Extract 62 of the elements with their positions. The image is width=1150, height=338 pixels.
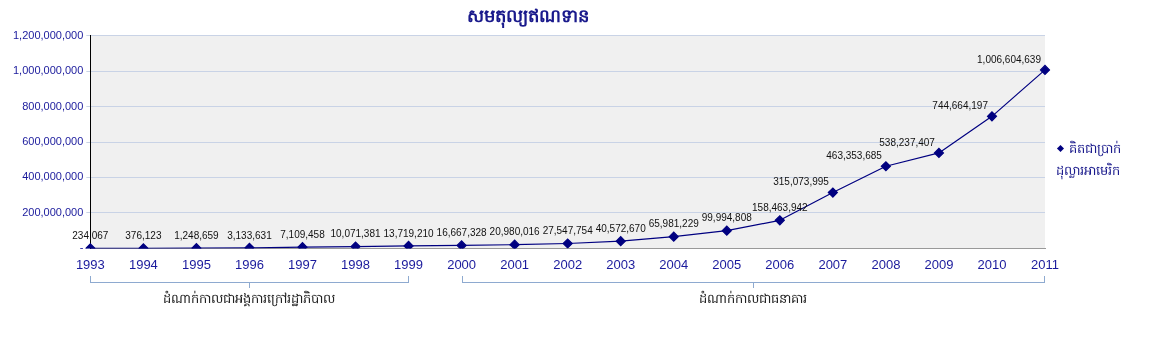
x-tick-label: 2008 bbox=[871, 256, 901, 272]
point bbox=[350, 241, 361, 249]
y-tick-label: 400,000,000 bbox=[22, 170, 84, 183]
point bbox=[456, 240, 467, 249]
text: 65,981,229 bbox=[648, 218, 699, 230]
x-tick-label: 1995 bbox=[181, 256, 211, 272]
text: 7,109,458 bbox=[280, 228, 325, 240]
y-tick-label: 1,200,000,000 bbox=[12, 28, 84, 41]
x-tick-label: 2006 bbox=[765, 256, 795, 272]
x-tick-label: 2005 bbox=[712, 256, 742, 272]
x-tick-label: 1996 bbox=[234, 256, 264, 272]
x-tick-label: 2009 bbox=[924, 256, 954, 272]
text: 538,237,407 bbox=[879, 136, 935, 148]
text: 16,667,328 bbox=[436, 227, 487, 239]
point bbox=[403, 240, 414, 249]
point bbox=[774, 215, 785, 226]
point bbox=[509, 239, 520, 249]
x-tick-label: 1998 bbox=[341, 256, 370, 272]
x-tick-label: 2003 bbox=[606, 256, 636, 272]
y-tick-label: 1,000,000,000 bbox=[12, 64, 84, 77]
text: 158,463,942 bbox=[752, 202, 808, 214]
x-tick-label: 2011 bbox=[1031, 256, 1059, 272]
text: 1,006,604,639 bbox=[977, 53, 1041, 65]
x-tick-label: 2004 bbox=[659, 256, 689, 272]
text: 1,248,659 bbox=[174, 229, 219, 241]
text: 376,123 bbox=[125, 230, 162, 242]
x-tick-label: 2001 bbox=[500, 256, 530, 272]
point bbox=[615, 236, 626, 247]
text: 40,572,670 bbox=[595, 222, 646, 234]
y-tick-label: 800,000,000 bbox=[22, 99, 84, 112]
text: 315,073,995 bbox=[773, 176, 829, 188]
x-tick-label: 1997 bbox=[288, 256, 317, 272]
x-tick-label: 2002 bbox=[553, 256, 583, 272]
x-tick-label: 1994 bbox=[128, 256, 158, 272]
legend-label: គិតជាប្រាក់ដុល្លារអាមេរិក bbox=[1056, 139, 1122, 181]
text: 3,133,631 bbox=[227, 229, 272, 241]
x-tick-label: 2007 bbox=[818, 256, 848, 272]
point bbox=[933, 147, 945, 159]
x-tick-label: 2000 bbox=[447, 256, 477, 272]
text: 10,071,381 bbox=[330, 228, 381, 240]
x-tick-label: 1999 bbox=[394, 256, 424, 272]
x-tick-label: 2010 bbox=[977, 256, 1007, 272]
point bbox=[1039, 64, 1051, 75]
text: 744,664,197 bbox=[932, 100, 988, 112]
point bbox=[721, 225, 732, 236]
y-tick-label: 600,000,000 bbox=[22, 135, 84, 148]
point bbox=[827, 187, 838, 198]
text: ដំណាក់កាលជាអង្គការក្រៅរដ្ឋាភិបាល bbox=[163, 290, 336, 309]
point bbox=[562, 238, 573, 249]
x-tick-label: 1993 bbox=[75, 256, 105, 272]
y-tick-label: - bbox=[79, 241, 84, 254]
text: 27,547,754 bbox=[542, 225, 593, 237]
point bbox=[986, 111, 998, 122]
point bbox=[668, 231, 679, 242]
text: 463,353,685 bbox=[826, 149, 882, 161]
chart-title: សមតុល្យឥណទាន bbox=[466, 5, 589, 29]
text: 99,994,808 bbox=[701, 212, 752, 224]
y-tick-label: 200,000,000 bbox=[22, 205, 84, 218]
text: 20,980,016 bbox=[489, 226, 540, 238]
text: 13,719,210 bbox=[383, 227, 434, 239]
point bbox=[880, 161, 891, 172]
text: ដំណាក់កាលជាធនាគារ bbox=[699, 290, 808, 309]
